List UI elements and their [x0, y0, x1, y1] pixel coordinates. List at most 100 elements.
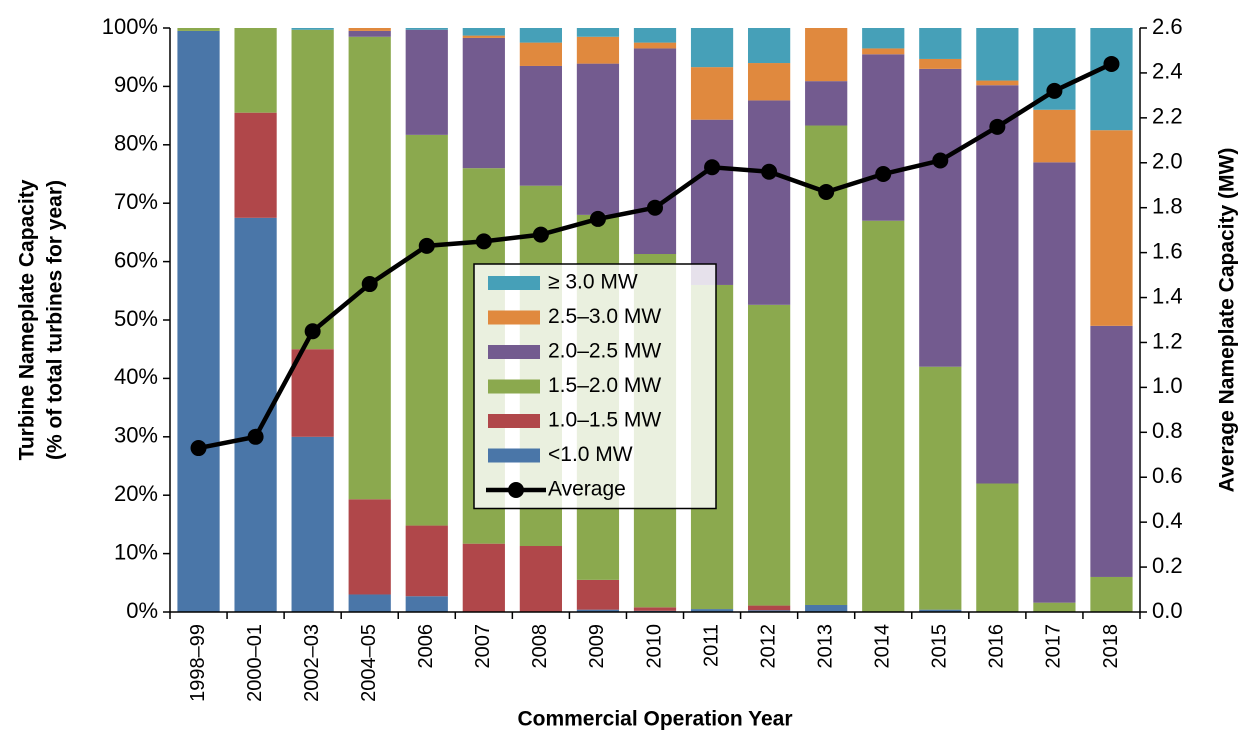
- legend-label: <1.0 MW: [548, 443, 633, 466]
- bar-segment: [919, 28, 962, 59]
- y2-tick-label: 0.2: [1152, 553, 1183, 578]
- bar-segment: [633, 28, 677, 43]
- bar-segment: [633, 42, 677, 49]
- bar-segment: [576, 579, 620, 610]
- bar-segment: [690, 28, 734, 68]
- bar-segment: [1090, 576, 1133, 612]
- bar-segment: [519, 546, 562, 612]
- bar-segment: [919, 366, 962, 610]
- bar-segment: [519, 28, 562, 43]
- bar-segment: [633, 48, 677, 255]
- bar-segment: [177, 30, 220, 613]
- bar-segment: [748, 100, 791, 305]
- y2-tick-label: 1.8: [1152, 194, 1183, 219]
- bar-segment: [862, 28, 905, 49]
- bar-segment: [519, 65, 562, 186]
- bar-segment: [462, 35, 505, 38]
- x-tick-label: 2006: [415, 624, 437, 669]
- bar-segment: [234, 112, 277, 218]
- line-point: [304, 323, 321, 340]
- y2-tick-label: 0.0: [1152, 598, 1183, 623]
- bar-segment: [1090, 325, 1133, 577]
- line-point: [989, 118, 1006, 135]
- bar-segment: [805, 28, 848, 82]
- bar-segment: [348, 36, 391, 500]
- x-tick-label: 2012: [757, 624, 779, 669]
- legend-swatch: [488, 379, 540, 394]
- bar-segment: [976, 85, 1019, 484]
- legend-label: Average: [548, 478, 626, 501]
- line-point: [532, 226, 549, 243]
- x-tick-label: 2016: [986, 624, 1008, 669]
- bar-segment: [348, 30, 391, 37]
- bar-segment: [405, 28, 448, 30]
- bar-segment: [291, 349, 334, 437]
- bar-segment: [690, 609, 734, 612]
- y2-tick-label: 1.0: [1152, 373, 1183, 398]
- y2-tick-label: 1.2: [1152, 328, 1183, 353]
- bar-segment: [976, 483, 1019, 612]
- line-point: [704, 159, 721, 176]
- x-tick-label: 2013: [814, 624, 836, 669]
- bar-segment: [348, 28, 391, 31]
- y-tick-label: 50%: [114, 306, 158, 331]
- line-point: [875, 166, 892, 182]
- x-tick-label: 2009: [586, 624, 608, 669]
- legend-label: 2.0–2.5 MW: [548, 340, 661, 363]
- legend-swatch: [488, 448, 540, 463]
- bar-segment: [919, 58, 962, 69]
- bar-segment: [748, 610, 791, 612]
- bar-segment: [862, 48, 905, 55]
- y-tick-label: 0%: [126, 598, 158, 623]
- bar-segment: [748, 304, 791, 606]
- line-point: [475, 233, 492, 250]
- y2-axis-title: Average Nameplate Capacity (MW): [1216, 148, 1239, 493]
- line-point: [818, 183, 835, 200]
- y-tick-label: 30%: [114, 423, 158, 448]
- y-axis-title: (% of total turbines for year): [44, 180, 67, 460]
- x-tick-label: 1998–99: [187, 624, 209, 702]
- y2-tick-label: 2.6: [1152, 14, 1183, 39]
- bar-segment: [633, 607, 677, 611]
- bar-segment: [976, 28, 1019, 81]
- bar-segment: [862, 54, 905, 221]
- line-point: [761, 163, 778, 180]
- y2-tick-label: 0.8: [1152, 418, 1183, 443]
- legend-label: 1.0–1.5 MW: [548, 409, 661, 432]
- line-point: [1046, 82, 1063, 99]
- legend-marker: [508, 482, 524, 498]
- bar-segment: [291, 28, 334, 30]
- bar-segment: [462, 37, 505, 169]
- x-tick-label: 2008: [529, 624, 551, 669]
- y2-tick-label: 0.6: [1152, 463, 1183, 488]
- legend-swatch: [488, 310, 540, 325]
- x-tick-label: 2014: [872, 624, 894, 669]
- bar-segment: [919, 68, 962, 367]
- bar-segment: [1033, 162, 1076, 603]
- bar-segment: [805, 81, 848, 126]
- x-tick-label: 2002–03: [301, 624, 323, 702]
- bar-segment: [1090, 28, 1133, 131]
- line-point: [247, 428, 264, 445]
- bar-segment: [576, 63, 620, 215]
- y2-tick-label: 1.4: [1152, 283, 1183, 308]
- line-point: [647, 199, 663, 216]
- legend-label: ≥ 3.0 MW: [548, 271, 638, 294]
- y2-tick-label: 1.6: [1152, 238, 1183, 263]
- bar-segment: [519, 42, 562, 66]
- line-point: [589, 210, 606, 227]
- bar-segment: [748, 28, 791, 64]
- line-point: [361, 276, 378, 293]
- bar-segment: [234, 217, 277, 613]
- bar-segment: [405, 29, 448, 135]
- y-tick-label: 100%: [102, 14, 158, 39]
- y-tick-label: 80%: [114, 131, 158, 156]
- bar-segment: [348, 499, 391, 595]
- line-point: [1103, 55, 1120, 72]
- x-axis-title: Commercial Operation Year: [517, 708, 792, 731]
- line-point: [418, 237, 435, 254]
- x-tick-label: 2018: [1100, 624, 1122, 669]
- x-tick-label: 2011: [700, 624, 722, 667]
- legend-label: 2.5–3.0 MW: [548, 305, 661, 328]
- x-tick-label: 2004–05: [358, 624, 380, 702]
